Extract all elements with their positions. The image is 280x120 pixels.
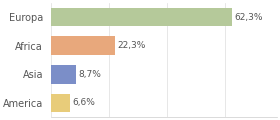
Bar bbox=[51, 94, 70, 112]
Text: 8,7%: 8,7% bbox=[78, 70, 101, 79]
Bar bbox=[51, 8, 232, 26]
Bar bbox=[51, 65, 76, 84]
Bar bbox=[51, 36, 115, 55]
Text: 6,6%: 6,6% bbox=[72, 98, 95, 107]
Text: 62,3%: 62,3% bbox=[234, 13, 262, 22]
Text: 22,3%: 22,3% bbox=[118, 41, 146, 50]
